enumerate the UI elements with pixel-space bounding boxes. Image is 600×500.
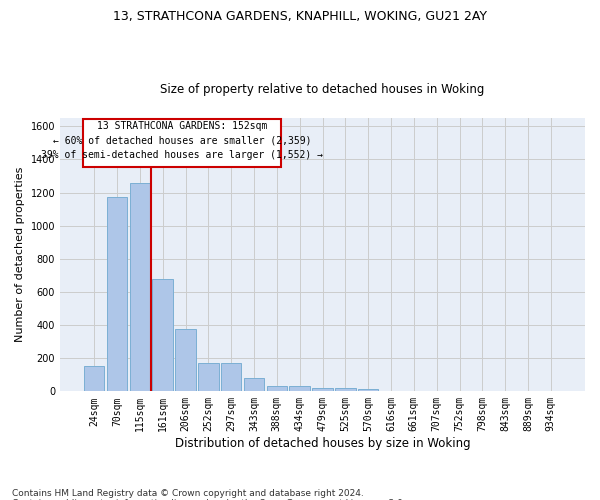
Bar bbox=[244, 378, 264, 392]
Bar bbox=[221, 363, 241, 392]
Text: 13 STRATHCONA GARDENS: 152sqm: 13 STRATHCONA GARDENS: 152sqm bbox=[97, 122, 268, 132]
Bar bbox=[312, 388, 333, 392]
Bar bbox=[107, 196, 127, 392]
Bar bbox=[175, 329, 196, 392]
Bar bbox=[289, 386, 310, 392]
Bar bbox=[152, 278, 173, 392]
Text: ← 60% of detached houses are smaller (2,359): ← 60% of detached houses are smaller (2,… bbox=[53, 136, 311, 145]
Bar bbox=[84, 366, 104, 392]
Text: 13, STRATHCONA GARDENS, KNAPHILL, WOKING, GU21 2AY: 13, STRATHCONA GARDENS, KNAPHILL, WOKING… bbox=[113, 10, 487, 23]
Text: Contains HM Land Registry data © Crown copyright and database right 2024.: Contains HM Land Registry data © Crown c… bbox=[12, 488, 364, 498]
FancyBboxPatch shape bbox=[83, 119, 281, 167]
Bar bbox=[130, 184, 150, 392]
Bar bbox=[358, 389, 379, 392]
Bar bbox=[266, 386, 287, 392]
Bar bbox=[335, 388, 356, 392]
Y-axis label: Number of detached properties: Number of detached properties bbox=[15, 167, 25, 342]
Title: Size of property relative to detached houses in Woking: Size of property relative to detached ho… bbox=[160, 83, 485, 96]
Text: 39% of semi-detached houses are larger (1,552) →: 39% of semi-detached houses are larger (… bbox=[41, 150, 323, 160]
Text: Contains public sector information licensed under the Open Government Licence v3: Contains public sector information licen… bbox=[12, 498, 406, 500]
X-axis label: Distribution of detached houses by size in Woking: Distribution of detached houses by size … bbox=[175, 437, 470, 450]
Bar bbox=[198, 363, 218, 392]
